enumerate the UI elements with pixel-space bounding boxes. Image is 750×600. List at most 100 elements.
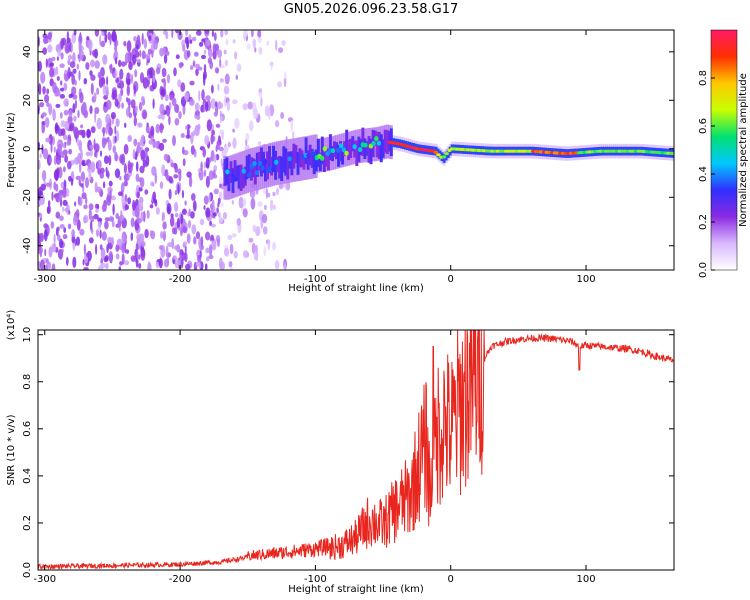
- spectrogram-cell: [174, 118, 180, 126]
- spectrogram-cell: [164, 94, 169, 102]
- spectrogram-cell: [255, 170, 260, 176]
- spectrogram-cell: [220, 64, 225, 69]
- spectrogram-cell: [128, 112, 132, 119]
- spectrogram-cell: [145, 148, 148, 157]
- spectrogram-cell: [230, 173, 236, 179]
- spectrogram-cell: [60, 87, 65, 92]
- spectrogram-cell: [162, 230, 167, 241]
- spectrogram-cell: [73, 214, 78, 226]
- spectrogram-cell: [178, 226, 182, 231]
- spectrogram-cell: [140, 248, 146, 261]
- spectrogram-cell: [77, 54, 80, 59]
- spectrogram-cell: [89, 105, 93, 114]
- spectrogram-cell: [179, 249, 183, 259]
- spectrogram-cell: [118, 59, 122, 68]
- spectrogram-cell: [49, 67, 55, 78]
- spectrogram-cell: [104, 85, 109, 91]
- spectrogram-cell: [320, 155, 325, 161]
- spectrogram-cell: [74, 99, 78, 109]
- spectrogram-cell: [145, 53, 151, 60]
- spectrogram-cell: [210, 150, 215, 162]
- spectrogram-cell: [67, 54, 73, 60]
- spectrogram-cell: [149, 204, 154, 209]
- spectrogram-cell: [216, 207, 219, 214]
- spectrogram-cell: [194, 125, 200, 137]
- spectrogram-cell: [64, 42, 70, 54]
- spectrogram-cell: [182, 104, 186, 115]
- spectrogram-cell: [203, 63, 207, 74]
- spectrogram-cell: [212, 50, 217, 60]
- spectrogram-cell: [161, 164, 166, 177]
- spectrogram-cell: [54, 124, 60, 131]
- spectrogram-cell: [191, 36, 197, 42]
- spectrogram-cell: [46, 206, 51, 214]
- spectrogram-cell: [43, 36, 48, 45]
- spectrogram-cell: [58, 238, 64, 249]
- spectrogram-cell: [152, 191, 157, 201]
- spectrogram-cell: [118, 226, 121, 232]
- spectrogram-cell: [203, 169, 207, 177]
- spectrogram-cell: [130, 99, 136, 109]
- spectrogram-cell: [203, 195, 209, 205]
- spectrogram-cell: [145, 155, 150, 167]
- snr-panel: -300 -200 -100 0 100 0.0 0.2 0.4 0.6 0.8 1.0 Heig…: [6, 310, 675, 595]
- spectrogram-cell: [276, 156, 280, 173]
- spectrogram-cell: [80, 124, 84, 129]
- spectrogram-cell: [200, 161, 203, 172]
- spectrogram-cell: [133, 84, 137, 95]
- spectrogram-cell: [252, 108, 259, 120]
- spectrogram-cell: [45, 182, 51, 187]
- spectrogram-cell: [136, 217, 142, 224]
- spectrogram-cell: [296, 152, 300, 175]
- spectrogram-cell: [146, 122, 149, 127]
- spectrogram-cell: [223, 85, 230, 95]
- spectrogram-cell: [249, 190, 256, 199]
- spectrogram-cell: [75, 175, 82, 181]
- spectrogram-cell: [206, 39, 211, 45]
- x-tick-label: -300: [33, 574, 56, 585]
- spectrogram-cell: [365, 141, 369, 156]
- spectrogram-cell: [83, 204, 88, 210]
- spectrogram-cell: [306, 150, 310, 170]
- spectrogram-cell: [115, 213, 119, 220]
- spectrogram-cell: [101, 205, 106, 210]
- spectrogram-cell: [355, 140, 359, 166]
- spectrogram-cell: [245, 155, 249, 179]
- spectrogram-cell: [76, 137, 80, 147]
- spectrogram-cell: [152, 182, 155, 187]
- spectrogram-cell: [138, 199, 144, 210]
- spectrogram-cell: [328, 134, 332, 161]
- spectrogram-cell: [76, 63, 80, 70]
- spectrogram-cell: [326, 148, 330, 171]
- spectrogram-cell: [45, 258, 49, 264]
- spectrogram-cell: [236, 217, 241, 226]
- spectrogram-cell: [173, 174, 179, 179]
- spectrogram-cell: [444, 152, 449, 156]
- spectrogram-cell: [281, 40, 286, 46]
- spectrogram-cell: [312, 152, 316, 175]
- spectrogram-cell: [114, 125, 117, 135]
- spectrogram-cell: [262, 226, 268, 235]
- spectrogram-cell: [224, 247, 230, 257]
- spectrogram-cell: [213, 32, 217, 42]
- spectrogram-cell: [119, 214, 125, 222]
- spectrogram-cell: [94, 111, 97, 123]
- spectrogram-cell: [188, 219, 191, 229]
- spectrogram-cell: [218, 216, 224, 224]
- spectrogram-cell: [210, 98, 216, 110]
- spectrogram-cell: [163, 258, 170, 268]
- spectrogram-cell: [67, 116, 73, 123]
- spectrogram-cell: [53, 146, 56, 153]
- spectrogram-cell: [209, 220, 213, 227]
- spectrogram-cell: [178, 111, 182, 120]
- spectrogram-cell: [338, 143, 344, 149]
- spectrogram-cell: [172, 255, 177, 260]
- spectrogram-cell: [341, 147, 346, 153]
- spectrogram-cell: [161, 67, 167, 78]
- spectrogram-cell: [248, 237, 254, 243]
- spectrogram-cell: [60, 52, 64, 60]
- spectrogram-cell: [63, 98, 69, 107]
- spectrogram-cell: [121, 61, 126, 67]
- spectrogram-cell: [59, 249, 63, 258]
- colorbar-axis: 0.0 0.2 0.4 0.6 0.8: [698, 70, 715, 278]
